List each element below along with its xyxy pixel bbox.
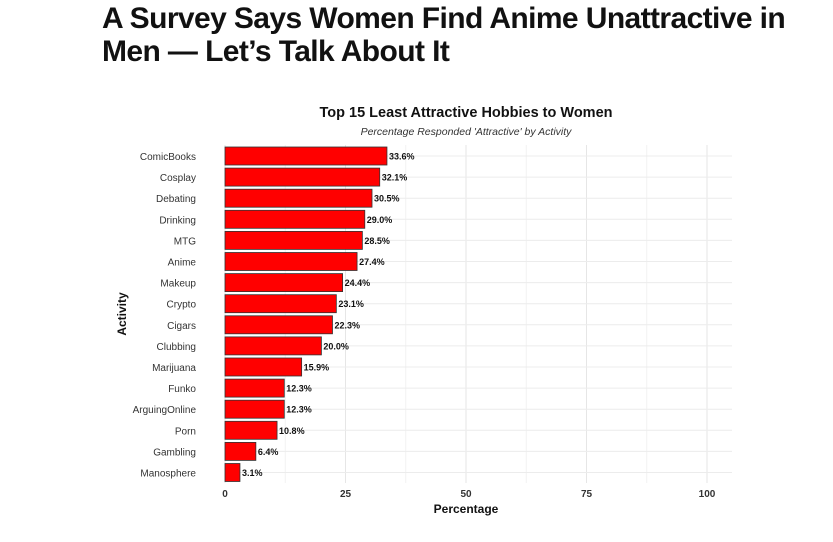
- bar: [224, 378, 285, 398]
- y-axis-ticks: ComicBooks Cosplay Debating Drinking MTG Anim…: [133, 152, 197, 480]
- bar-value-label: 22.3%: [334, 320, 360, 330]
- bar: [224, 441, 257, 461]
- bar: [224, 336, 322, 356]
- y-tick-label: Anime: [168, 258, 197, 269]
- y-tick-label: Gambling: [153, 447, 196, 458]
- bar-value-label: 28.5%: [364, 236, 390, 246]
- x-tick-label: 0: [222, 489, 228, 500]
- bar-value-label: 24.4%: [345, 278, 371, 288]
- y-axis-title: Activity: [115, 292, 129, 336]
- y-tick-label: Marijuana: [152, 363, 196, 374]
- y-tick-label: Drinking: [159, 215, 196, 226]
- y-tick-label: Clubbing: [157, 342, 196, 353]
- bar: [224, 315, 333, 335]
- bar-value-label: 30.5%: [374, 194, 400, 204]
- bar: [224, 420, 278, 440]
- bar: [224, 209, 366, 229]
- y-tick-label: MTG: [174, 236, 196, 247]
- gridlines: [224, 145, 732, 483]
- y-tick-label: Cigars: [167, 321, 196, 332]
- bar-value-label: 12.3%: [286, 384, 312, 394]
- bar-value-label: 29.0%: [367, 215, 393, 225]
- y-tick-label: Manosphere: [140, 469, 196, 480]
- y-tick-label: Funko: [168, 384, 196, 395]
- bar: [224, 273, 344, 293]
- bar: [224, 252, 358, 271]
- bar-value-label: 32.1%: [382, 173, 408, 183]
- bar-value-label: 33.6%: [389, 152, 415, 162]
- bar-value-label: 10.8%: [279, 426, 305, 436]
- y-tick-label: ArguingOnline: [133, 405, 197, 416]
- y-tick-label: Cosplay: [160, 173, 196, 184]
- x-tick-label: 75: [581, 489, 593, 500]
- bar-value-label: 23.1%: [338, 299, 364, 309]
- y-tick-label: Porn: [175, 426, 196, 437]
- bar: [224, 463, 241, 482]
- data-labels: 33.6% 32.1% 30.5% 29.0% 28.5% 27.4% 24.4% 23.1%…: [242, 152, 415, 479]
- bar-value-label: 6.4%: [258, 447, 279, 457]
- y-tick-label: Makeup: [160, 279, 196, 290]
- bar: [224, 230, 363, 250]
- y-tick-label: Debating: [156, 194, 196, 205]
- bar-value-label: 20.0%: [323, 341, 349, 351]
- bar: [224, 357, 303, 377]
- y-tick-label: ComicBooks: [140, 152, 196, 163]
- bar-value-label: 27.4%: [359, 257, 385, 267]
- bar: [224, 399, 285, 419]
- bars: [224, 146, 388, 482]
- bar: [224, 188, 373, 208]
- bar: [224, 167, 381, 187]
- chart-subtitle: Percentage Responded 'Attractive' by Act…: [361, 126, 573, 138]
- x-axis-ticks: 0 25 50 75 100: [222, 489, 716, 500]
- x-tick-label: 100: [699, 489, 716, 500]
- bar: [224, 294, 337, 314]
- x-axis-title: Percentage: [434, 502, 499, 516]
- bar-value-label: 3.1%: [242, 468, 263, 478]
- y-tick-label: Crypto: [167, 300, 197, 311]
- article-headline: A Survey Says Women Find Anime Unattract…: [102, 2, 786, 68]
- bar-value-label: 15.9%: [304, 363, 330, 373]
- bar: [224, 146, 388, 166]
- bar-value-label: 12.3%: [286, 405, 312, 415]
- x-tick-label: 25: [340, 489, 352, 500]
- chart-title: Top 15 Least Attractive Hobbies to Women: [319, 105, 612, 121]
- x-tick-label: 50: [460, 489, 472, 500]
